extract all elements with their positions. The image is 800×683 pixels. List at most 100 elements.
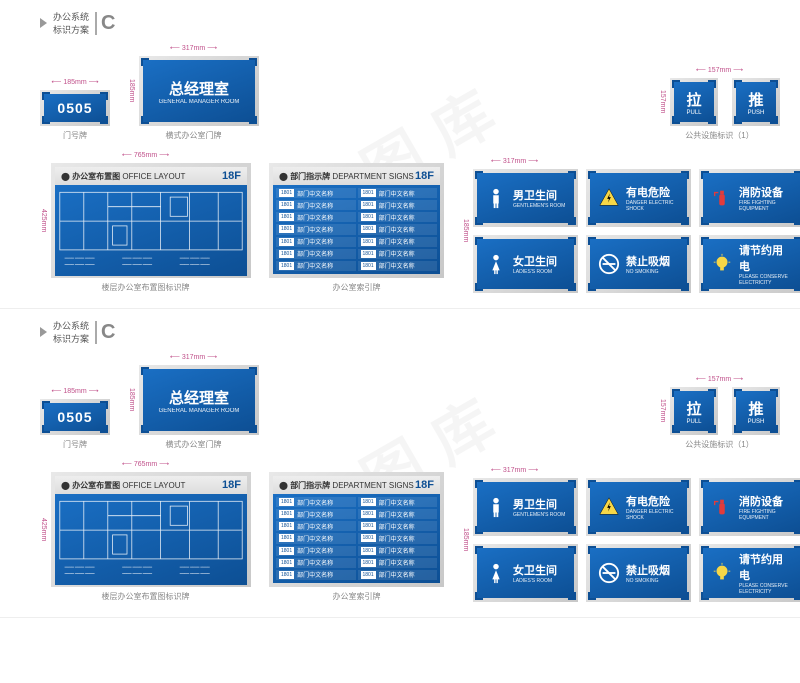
layout-sign: ⬤ 办公室布置图 OFFICE LAYOUT18F ━━━━ ━━━━ ━━━━… — [51, 163, 251, 278]
dim-height: 425mm — [40, 209, 49, 232]
svg-text:━━━━ ━━━━ ━━━━: ━━━━ ━━━━ ━━━━ — [121, 572, 152, 576]
pull-sign: 拉PULL — [670, 387, 718, 435]
dim-height: 185mm — [462, 219, 471, 242]
layout-item: ⟵ 765mm ⟶ 425mm ⬤ 办公室布置图 OFFICE LAYOUT18… — [40, 151, 251, 293]
directory-item: ⬤ 部门指示牌 DEPARTMENT SIGNS18F 1801部门中文名称18… — [269, 472, 444, 602]
facility-sign-electric: 有电危险DANGER ELECTRIC SHOCK — [586, 478, 691, 536]
caption: 公共设施标识（1） — [685, 130, 753, 141]
directory-row: 1801部门中文名称 — [276, 212, 356, 222]
facilities-grid: 男卫生间GENTLEMEN'S ROOM 有电危险DANGER ELECTRIC… — [473, 478, 800, 602]
caption: 门号牌 — [63, 439, 87, 450]
caption: 横式办公室门牌 — [166, 130, 222, 141]
dim-height: 185mm — [462, 528, 471, 551]
scheme-letter: C — [95, 321, 115, 344]
pull-push-item: ⟵ 157mm ⟶ 157mm 拉PULL 推PUSH 公共设施标识（1） — [659, 375, 780, 450]
directory-row: 1801部门中文名称 — [276, 237, 356, 247]
bolt-icon — [598, 496, 620, 518]
directory-row: 1801部门中文名称 — [276, 546, 356, 556]
room-number-item: ⟵ 185mm ⟶ 0505 门号牌 — [40, 78, 110, 141]
svg-text:━━━━ ━━━━ ━━━━: ━━━━ ━━━━ ━━━━ — [121, 263, 152, 267]
caption: 公共设施标识（1） — [685, 439, 753, 450]
dim-width: ⟵ 317mm ⟶ — [170, 44, 217, 52]
room-number-item: ⟵ 185mm ⟶ 0505 门号牌 — [40, 387, 110, 450]
svg-text:━━━━ ━━━━ ━━━━: ━━━━ ━━━━ ━━━━ — [64, 565, 95, 569]
extinguisher-icon — [711, 187, 733, 209]
facility-sign-male-toilet: 男卫生间GENTLEMEN'S ROOM — [473, 169, 578, 227]
sheet-header: 办公系统标识方案 C — [40, 10, 780, 36]
layout-sign: ⬤ 办公室布置图 OFFICE LAYOUT18F ━━━━ ━━━━ ━━━━… — [51, 472, 251, 587]
facility-sign-fire: 消防设备FIRE FIGHTING EQUIPMENT — [699, 169, 800, 227]
facilities-grid: 男卫生间GENTLEMEN'S ROOM 有电危险DANGER ELECTRIC… — [473, 169, 800, 293]
dim-height: 185mm — [128, 388, 137, 411]
dim-width: ⟵ 317mm ⟶ — [462, 466, 567, 474]
directory-row: 1801部门中文名称 — [276, 497, 356, 507]
directory-row: 1801部门中文名称 — [358, 497, 438, 507]
dim-width: ⟵ 157mm ⟶ — [696, 66, 743, 74]
floorplan: ━━━━ ━━━━ ━━━━ ━━━━ ━━━━ ━━━━ ━━━━ ━━━━ ━━… — [55, 494, 247, 585]
dim-width: ⟵ 765mm ⟶ — [122, 151, 169, 159]
facility-sign-male-toilet: 男卫生间GENTLEMEN'S ROOM — [473, 478, 578, 536]
bulb-icon — [711, 253, 733, 275]
arrow-icon — [40, 18, 47, 28]
directory-row: 1801部门中文名称 — [358, 533, 438, 543]
dim-width: ⟵ 765mm ⟶ — [122, 460, 169, 468]
directory-row: 1801部门中文名称 — [276, 533, 356, 543]
bulb-icon — [711, 562, 733, 584]
directory-row: 1801部门中文名称 — [358, 521, 438, 531]
directory-row: 1801部门中文名称 — [358, 237, 438, 247]
arrow-icon — [40, 327, 47, 337]
male-icon — [485, 187, 507, 209]
dim-width: ⟵ 185mm ⟶ — [51, 387, 98, 395]
facility-sign-save-power: 请节约用电PLEASE CONSERVE ELECTRICITY — [699, 544, 800, 602]
header-title-2: 标识方案 — [53, 23, 89, 36]
dim-height: 157mm — [659, 399, 668, 422]
svg-text:━━━━ ━━━━ ━━━━: ━━━━ ━━━━ ━━━━ — [121, 565, 152, 569]
directory-row: 1801部门中文名称 — [276, 249, 356, 259]
male-icon — [485, 496, 507, 518]
female-icon — [485, 562, 507, 584]
signage-sheet: 包图库 办公系统标识方案 C ⟵ 185mm ⟶ 0505 门号牌 ⟵ 317m… — [0, 0, 800, 309]
directory-row: 1801部门中文名称 — [276, 224, 356, 234]
directory-row: 1801部门中文名称 — [358, 249, 438, 259]
svg-text:━━━━ ━━━━ ━━━━: ━━━━ ━━━━ ━━━━ — [64, 572, 95, 576]
facility-sign-female-toilet: 女卫生间LADIES'S ROOM — [473, 544, 578, 602]
facility-sign-fire: 消防设备FIRE FIGHTING EQUIPMENT — [699, 478, 800, 536]
svg-text:━━━━ ━━━━ ━━━━: ━━━━ ━━━━ ━━━━ — [179, 565, 210, 569]
dim-height: 185mm — [128, 79, 137, 102]
caption: 办公室索引牌 — [333, 282, 381, 293]
signage-sheet: 包图库 办公系统标识方案 C ⟵ 185mm ⟶ 0505 门号牌 ⟵ 317m… — [0, 309, 800, 618]
nosmoke-icon — [598, 253, 620, 275]
svg-text:━━━━ ━━━━ ━━━━: ━━━━ ━━━━ ━━━━ — [179, 263, 210, 267]
manager-item: ⟵ 317mm ⟶ 185mm 总经理室GENERAL MANAGER ROOM… — [128, 353, 259, 450]
sheet-header: 办公系统标识方案 C — [40, 319, 780, 345]
directory-item: ⬤ 部门指示牌 DEPARTMENT SIGNS18F 1801部门中文名称18… — [269, 163, 444, 293]
dim-width: ⟵ 317mm ⟶ — [170, 353, 217, 361]
pull-push-item: ⟵ 157mm ⟶ 157mm 拉PULL 推PUSH 公共设施标识（1） — [659, 66, 780, 141]
scheme-letter: C — [95, 12, 115, 35]
dim-height: 157mm — [659, 90, 668, 113]
caption: 办公室索引牌 — [333, 591, 381, 602]
push-sign: 推PUSH — [732, 387, 780, 435]
directory-row: 1801部门中文名称 — [358, 200, 438, 210]
dim-height: 425mm — [40, 518, 49, 541]
directory-row: 1801部门中文名称 — [276, 570, 356, 580]
directory-row: 1801部门中文名称 — [358, 188, 438, 198]
directory-row: 1801部门中文名称 — [276, 188, 356, 198]
facility-sign-no-smoking: 禁止吸烟NO SMOKING — [586, 235, 691, 293]
female-icon — [485, 253, 507, 275]
room-number-sign: 0505 — [40, 90, 110, 126]
manager-sign: 总经理室GENERAL MANAGER ROOM — [139, 56, 259, 126]
svg-text:━━━━ ━━━━ ━━━━: ━━━━ ━━━━ ━━━━ — [179, 256, 210, 260]
dim-width: ⟵ 185mm ⟶ — [51, 78, 98, 86]
bolt-icon — [598, 187, 620, 209]
extinguisher-icon — [711, 496, 733, 518]
directory-row: 1801部门中文名称 — [358, 224, 438, 234]
directory-row: 1801部门中文名称 — [358, 570, 438, 580]
directory-sign: ⬤ 部门指示牌 DEPARTMENT SIGNS18F 1801部门中文名称18… — [269, 163, 444, 278]
directory-row: 1801部门中文名称 — [358, 261, 438, 271]
header-title-2: 标识方案 — [53, 332, 89, 345]
facility-sign-save-power: 请节约用电PLEASE CONSERVE ELECTRICITY — [699, 235, 800, 293]
layout-item: ⟵ 765mm ⟶ 425mm ⬤ 办公室布置图 OFFICE LAYOUT18… — [40, 460, 251, 602]
directory-row: 1801部门中文名称 — [358, 546, 438, 556]
directory-row: 1801部门中文名称 — [358, 558, 438, 568]
